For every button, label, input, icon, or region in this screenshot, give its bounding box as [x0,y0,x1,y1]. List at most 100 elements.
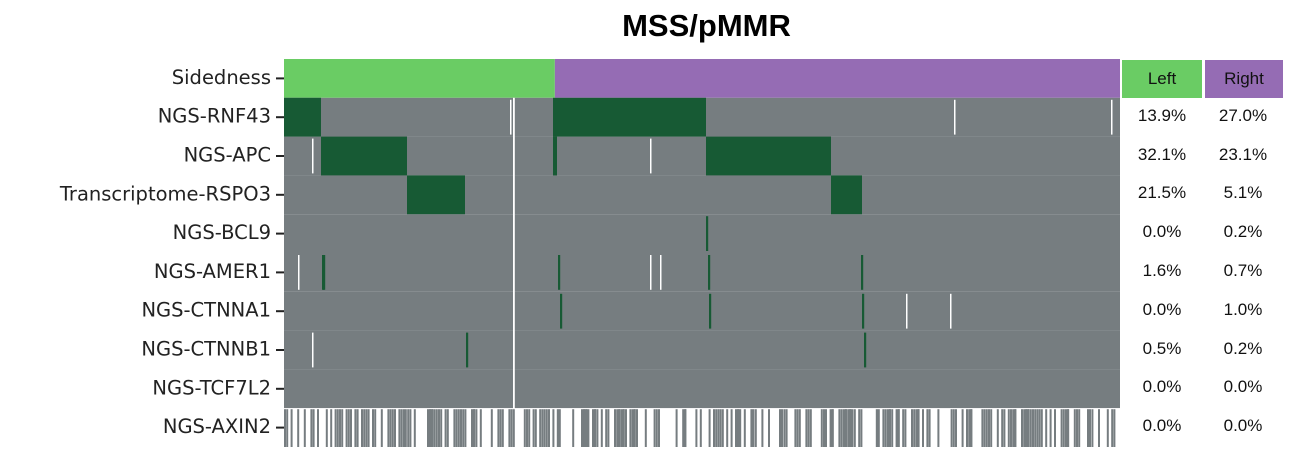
axin2-stripe [528,409,531,447]
axin2-stripe [807,409,810,447]
pct-right-ngs-ctnna1: 1.0% [1223,299,1263,319]
axin2-stripe [926,409,929,447]
pct-left-ngs-axin2: 0.0% [1142,416,1182,436]
axin2-stripe [510,409,513,447]
axin2-stripe [297,409,300,447]
axin2-stripe [699,409,702,447]
altered-sliver [323,255,326,290]
axin2-stripe [471,409,475,447]
axin2-stripe [556,409,561,447]
axin2-stripe [581,409,585,447]
axin2-stripe [838,409,841,447]
axin2-stripe [523,409,526,447]
axin2-stripe [981,409,984,447]
axin2-stripe [413,409,416,447]
axin2-stripe [955,409,957,447]
axin2-stripe [695,409,698,447]
axin2-stripe [726,409,729,447]
pct-left-ngs-tcf7l2: 0.0% [1142,377,1182,397]
axin2-stripe [708,409,711,447]
altered-block [553,97,706,137]
axin2-stripe [594,409,597,447]
axin2-stripe [1065,409,1069,447]
axin2-stripe [1021,409,1023,447]
axin2-stripe [840,409,843,447]
axin2-stripe [1045,409,1048,447]
axin2-stripe [325,409,328,447]
pct-left-ngs-rnf43: 13.9% [1137,105,1187,125]
axin2-stripe [345,409,348,447]
axin2-stripe [552,409,555,447]
axin2-stripe [917,409,920,447]
row-label-ngs-rnf43: NGS-RNF43 [158,105,271,128]
axin2-stripe [952,409,955,447]
axin2-stripe [526,409,528,447]
altered-block [321,136,407,176]
axin2-stripe [1078,409,1081,447]
axin2-stripe [585,409,590,447]
axin2-stripe [968,409,973,447]
axin2-stripe [1106,409,1109,447]
axin2-stripe [286,409,289,447]
axin2-stripe [631,409,636,447]
pct-right-ngs-ctnnb1: 0.2% [1223,338,1263,358]
row-background-ngs-apc [284,136,1120,176]
sidedness-right-block [554,59,1120,98]
axin2-stripe [625,409,627,447]
pct-right-transcriptome-rspo3: 5.1% [1223,183,1263,203]
axin2-stripe [361,409,363,447]
axin2-stripe [367,409,370,447]
axin2-stripe [847,409,852,447]
axin2-stripe [389,409,392,447]
altered-block [284,97,321,137]
axin2-stripe [985,409,988,447]
axin2-stripe [1003,409,1006,447]
axin2-stripe [1040,409,1043,447]
axin2-stripe [532,409,535,447]
axin2-stripe [457,409,460,447]
legend-right-label: Right [1224,69,1264,88]
row-background-ngs-tcf7l2 [284,369,1120,409]
axin2-stripe [1098,409,1100,447]
missing-data-gap [906,293,908,329]
axin2-stripe [990,409,993,447]
row-label-sidedness: Sidedness [172,66,271,89]
pct-right-ngs-amer1: 0.7% [1223,261,1263,280]
pct-right-ngs-axin2: 0.0% [1223,416,1263,436]
axin2-stripe [719,409,722,447]
axin2-stripe [284,409,286,447]
axin2-stripe [499,409,502,447]
missing-data-gap [660,255,662,290]
axin2-stripe [462,409,465,447]
row-label-ngs-ctnna1: NGS-CTNNA1 [141,299,271,322]
axin2-stripe [600,409,603,447]
axin2-stripe [312,409,315,447]
axin2-stripe [831,409,834,447]
axin2-stripe [829,409,834,447]
pct-right-ngs-bcl9: 0.2% [1223,222,1263,242]
axin2-stripe [675,409,678,447]
pct-right-ngs-tcf7l2: 0.0% [1223,377,1263,397]
axin2-stripe [350,409,352,447]
axin2-stripe [653,409,656,447]
altered-block [706,136,831,176]
axin2-stripe [614,409,616,447]
legend-left-label: Left [1147,69,1177,88]
axin2-stripe [682,409,687,447]
axin2-stripe [444,409,447,447]
axin2-stripe [1054,409,1056,447]
axin2-stripe [605,409,608,447]
row-background-ngs-bcl9 [284,214,1120,253]
axin2-stripe [891,409,894,447]
missing-data-gap [1111,99,1113,135]
axin2-stripe [464,409,467,447]
missing-data-gap [950,293,952,329]
axin2-stripe [937,409,940,447]
axin2-stripe [409,409,412,447]
axin2-stripe [845,409,847,447]
axin2-stripe [363,409,366,447]
pct-left-ngs-ctnna1: 0.0% [1142,299,1182,319]
axin2-stripe [922,409,924,447]
row-label-ngs-bcl9: NGS-BCL9 [173,221,271,244]
sidedness-left-block [284,59,555,98]
